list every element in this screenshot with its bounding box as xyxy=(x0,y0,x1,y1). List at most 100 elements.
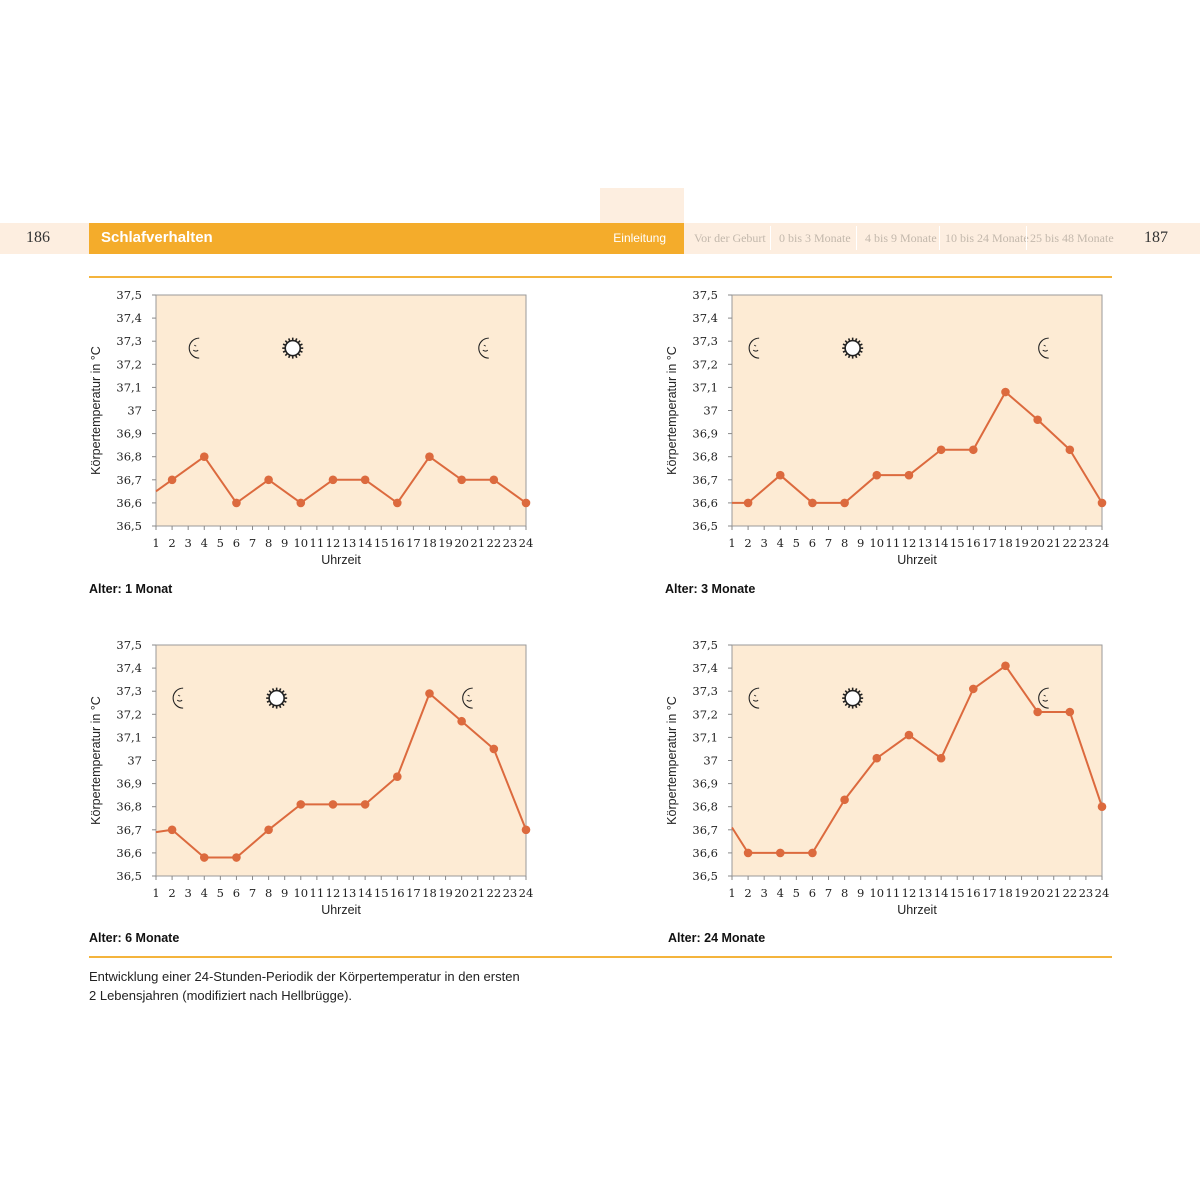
x-tick-label: 14 xyxy=(358,886,373,900)
chart-24-monate: 36,536,636,736,836,93737,137,237,337,437… xyxy=(665,638,1109,917)
x-tick-label: 5 xyxy=(217,886,224,900)
data-point xyxy=(264,475,273,485)
x-tick-label: 13 xyxy=(342,536,357,550)
page-number-left: 186 xyxy=(26,229,50,246)
x-tick-label: 10 xyxy=(869,886,884,900)
x-tick-label: 22 xyxy=(487,886,502,900)
y-tick-label: 37,4 xyxy=(692,311,718,325)
x-tick-label: 23 xyxy=(1079,536,1094,550)
y-tick-label: 37,4 xyxy=(116,661,142,675)
tab-0-bis-3-monate[interactable]: 0 bis 3 Monate xyxy=(779,231,851,245)
x-tick-label: 16 xyxy=(390,886,405,900)
y-tick-label: 36,8 xyxy=(692,450,718,464)
x-tick-label: 3 xyxy=(185,886,192,900)
moon-icon xyxy=(188,337,200,359)
data-point xyxy=(969,684,978,694)
data-point xyxy=(199,452,209,461)
y-tick-label: 37,4 xyxy=(692,661,718,675)
data-point xyxy=(936,753,946,763)
y-tick-label: 37,2 xyxy=(116,357,142,371)
y-axis-label: Körpertemperatur in °C xyxy=(89,346,103,475)
x-tick-label: 23 xyxy=(503,536,518,550)
data-point xyxy=(1097,498,1107,508)
data-point xyxy=(296,800,306,809)
age-label-1-monat: Alter: 1 Monat xyxy=(89,582,173,596)
y-tick-label: 37,1 xyxy=(692,730,718,744)
data-point xyxy=(393,772,402,781)
x-tick-label: 17 xyxy=(406,886,421,900)
data-point xyxy=(167,825,177,835)
y-tick-label: 36,5 xyxy=(692,869,718,883)
x-tick-label: 13 xyxy=(918,536,933,550)
moon-icon xyxy=(748,687,760,709)
plot-area xyxy=(155,294,527,527)
tab-4-bis-9-monate[interactable]: 4 bis 9 Monate xyxy=(865,231,937,245)
tab-vor-der-geburt[interactable]: Vor der Geburt xyxy=(694,231,766,245)
section-bar: Schlafverhalten Einleitung xyxy=(89,223,684,254)
y-tick-label: 36,6 xyxy=(692,496,718,510)
tab-10-bis-24-monate[interactable]: 10 bis 24 Monate xyxy=(945,231,1029,245)
data-point xyxy=(328,800,338,809)
y-tick-label: 36,6 xyxy=(692,846,718,860)
x-tick-label: 17 xyxy=(406,536,421,550)
x-tick-label: 2 xyxy=(168,536,175,550)
caption-line-2: 2 Lebensjahren (modifiziert nach Hellbrü… xyxy=(89,988,353,1003)
data-point xyxy=(1001,387,1010,397)
y-tick-label: 36,9 xyxy=(692,427,718,441)
tab-divider xyxy=(939,226,940,250)
x-tick-label: 22 xyxy=(487,536,502,550)
tab-25-bis-48-monate[interactable]: 25 bis 48 Monate xyxy=(1030,231,1114,245)
x-tick-label: 12 xyxy=(326,886,341,900)
x-tick-label: 1 xyxy=(728,536,735,550)
data-point xyxy=(872,470,882,480)
x-tick-label: 19 xyxy=(1014,886,1029,900)
y-tick-label: 36,5 xyxy=(692,519,718,533)
data-point xyxy=(425,689,434,698)
x-tick-label: 4 xyxy=(777,886,784,900)
x-tick-label: 9 xyxy=(857,536,864,550)
tab-divider xyxy=(856,226,857,250)
x-tick-label: 10 xyxy=(869,536,884,550)
y-tick-label: 36,7 xyxy=(692,473,718,487)
x-tick-label: 2 xyxy=(168,886,175,900)
x-tick-label: 20 xyxy=(1030,886,1045,900)
tab-einleitung[interactable]: Einleitung xyxy=(613,231,666,245)
caption-line-1: Entwicklung einer 24-Stunden-Periodik de… xyxy=(89,969,520,984)
y-tick-label: 37,5 xyxy=(692,638,718,652)
x-axis-label: Uhrzeit xyxy=(897,553,937,567)
x-tick-label: 16 xyxy=(966,536,981,550)
top-rule xyxy=(89,276,1112,278)
x-tick-label: 5 xyxy=(793,886,800,900)
x-axis-label: Uhrzeit xyxy=(321,903,361,917)
bottom-rule xyxy=(89,956,1112,958)
x-tick-label: 4 xyxy=(201,536,208,550)
x-tick-label: 8 xyxy=(265,886,272,900)
page-number-right: 187 xyxy=(1144,229,1168,246)
x-tick-label: 23 xyxy=(1079,886,1094,900)
x-tick-label: 7 xyxy=(249,536,256,550)
y-tick-label: 36,5 xyxy=(116,519,142,533)
x-tick-label: 7 xyxy=(825,886,832,900)
data-point xyxy=(521,498,531,508)
y-tick-label: 37 xyxy=(127,404,142,418)
moon-icon xyxy=(478,337,489,359)
data-point xyxy=(328,475,338,485)
plot-area xyxy=(155,644,527,877)
x-tick-label: 21 xyxy=(470,886,485,900)
x-tick-label: 1 xyxy=(152,536,159,550)
x-tick-label: 14 xyxy=(934,536,949,550)
x-tick-label: 12 xyxy=(902,536,917,550)
chart-3-monate: 36,536,636,736,836,93737,137,237,337,437… xyxy=(665,288,1109,567)
data-point xyxy=(840,795,849,805)
data-point xyxy=(840,498,849,508)
x-tick-label: 21 xyxy=(1046,886,1061,900)
x-tick-label: 20 xyxy=(454,886,469,900)
x-tick-label: 18 xyxy=(422,536,437,550)
x-tick-label: 11 xyxy=(310,886,325,900)
y-tick-label: 37,3 xyxy=(116,684,142,698)
data-point xyxy=(489,744,499,754)
data-point xyxy=(872,753,882,763)
data-point xyxy=(232,498,241,508)
header-tab-highlight xyxy=(600,188,684,223)
age-label-3-monate: Alter: 3 Monate xyxy=(665,582,756,596)
